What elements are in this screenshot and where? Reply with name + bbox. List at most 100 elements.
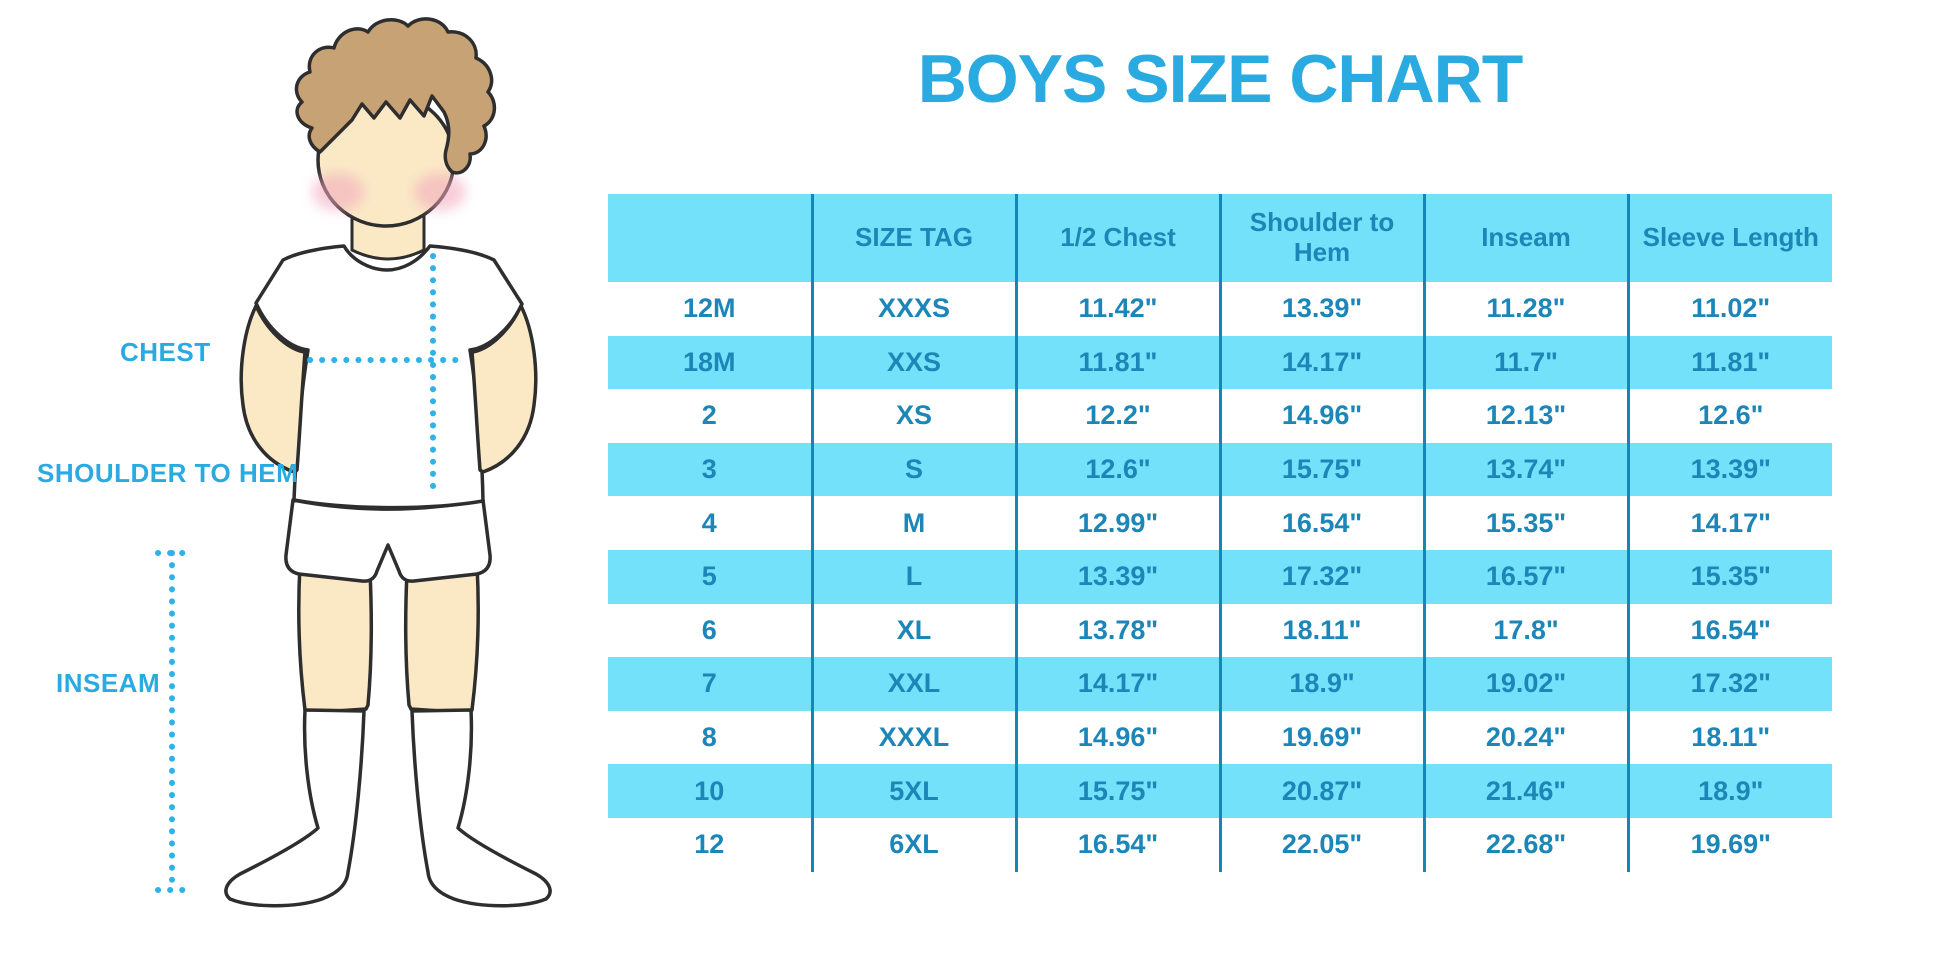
shoulder-to-hem-cell: 22.05" — [1218, 817, 1424, 872]
cheek-left — [312, 173, 364, 211]
half-chest-cell: 14.17" — [1014, 657, 1220, 711]
size-tag-cell: 6XL — [810, 817, 1016, 872]
size-tag-cell: XS — [810, 389, 1016, 443]
header-size-tag: SIZE TAG — [810, 194, 1016, 282]
size-cell: 12 — [608, 817, 812, 872]
header-half-chest: 1/2 Chest — [1014, 194, 1220, 282]
shoulder-to-hem-cell: 18.11" — [1218, 603, 1424, 658]
chest-label: CHEST — [120, 337, 211, 367]
shoulder-to-hem-cell: 19.69" — [1218, 710, 1424, 765]
table-row: 12M XXXS 11.42" 13.39" 11.28" 11.02" — [608, 282, 1832, 336]
arm-right — [470, 304, 538, 474]
size-cell: 4 — [608, 496, 812, 550]
shoulder-to-hem-cell: 16.54" — [1218, 496, 1424, 550]
inseam-label: INSEAM — [56, 668, 161, 698]
inseam-cell: 19.02" — [1422, 657, 1628, 711]
table-header: SIZE TAG 1/2 Chest Shoulder to Hem Insea… — [608, 194, 1832, 282]
shoulder-to-hem-cell: 14.96" — [1218, 389, 1424, 443]
size-tag-cell: L — [810, 549, 1016, 604]
size-cell: 5 — [608, 549, 812, 604]
shoulder-to-hem-cell: 18.9" — [1218, 657, 1424, 711]
half-chest-cell: 16.54" — [1014, 817, 1220, 872]
arm-left — [239, 304, 307, 474]
leg-right — [403, 563, 480, 715]
size-tag-cell: S — [810, 442, 1016, 497]
half-chest-cell: 12.6" — [1014, 442, 1220, 497]
sleeve-length-cell: 18.11" — [1626, 710, 1832, 765]
header-row: SIZE TAG 1/2 Chest Shoulder to Hem Insea… — [608, 194, 1832, 282]
shorts-shape — [284, 498, 492, 583]
size-cell: 3 — [608, 442, 812, 497]
half-chest-cell: 13.39" — [1014, 549, 1220, 604]
size-tag-cell: 5XL — [810, 764, 1016, 818]
table-row: 8 XXXL 14.96" 19.69" 20.24" 18.11" — [608, 710, 1832, 765]
sleeve-length-cell: 11.81" — [1626, 335, 1832, 390]
size-cell: 6 — [608, 603, 812, 658]
size-tag-cell: XL — [810, 603, 1016, 658]
size-cell: 7 — [608, 657, 812, 711]
sleeve-length-cell: 17.32" — [1626, 657, 1832, 711]
inseam-cell: 17.8" — [1422, 603, 1628, 658]
half-chest-cell: 11.81" — [1014, 335, 1220, 390]
inseam-cell: 16.57" — [1422, 549, 1628, 604]
table-row: 18M XXS 11.81" 14.17" 11.7" 11.81" — [608, 335, 1832, 390]
sleeve-length-cell: 12.6" — [1626, 389, 1832, 443]
sock-right — [410, 708, 552, 908]
half-chest-cell: 12.99" — [1014, 496, 1220, 550]
header-inseam: Inseam — [1422, 194, 1628, 282]
table-row: 12 6XL 16.54" 22.05" 22.68" 19.69" — [608, 817, 1832, 872]
size-tag-cell: XXS — [810, 335, 1016, 390]
sock-left — [224, 708, 366, 908]
inseam-cell: 12.13" — [1422, 389, 1628, 443]
header-sleeve-length: Sleeve Length — [1626, 194, 1832, 282]
size-cell: 18M — [608, 335, 812, 390]
inseam-cell: 15.35" — [1422, 496, 1628, 550]
shoulder-to-hem-cell: 15.75" — [1218, 442, 1424, 497]
shoulder-to-hem-cell: 13.39" — [1218, 282, 1424, 336]
sleeve-length-cell: 18.9" — [1626, 764, 1832, 818]
size-cell: 12M — [608, 282, 812, 336]
size-cell: 10 — [608, 764, 812, 818]
size-chart-table: SIZE TAG 1/2 Chest Shoulder to Hem Insea… — [608, 194, 1832, 872]
sleeve-length-cell: 13.39" — [1626, 442, 1832, 497]
size-tag-cell: XXXL — [810, 710, 1016, 765]
size-cell: 2 — [608, 389, 812, 443]
table-row: 2 XS 12.2" 14.96" 12.13" 12.6" — [608, 389, 1832, 443]
shirt-shape — [254, 244, 524, 510]
shoulder-to-hem-cell: 17.32" — [1218, 549, 1424, 604]
inseam-cell: 11.28" — [1422, 282, 1628, 336]
size-tag-cell: XXXS — [810, 282, 1016, 336]
half-chest-cell: 14.96" — [1014, 710, 1220, 765]
inseam-cell: 20.24" — [1422, 710, 1628, 765]
table-row: 7 XXL 14.17" 18.9" 19.02" 17.32" — [608, 657, 1832, 711]
header-shoulder-to-hem: Shoulder to Hem — [1218, 194, 1424, 282]
shoulder-to-hem-cell: 20.87" — [1218, 764, 1424, 818]
boy-measurement-figure — [155, 17, 552, 908]
half-chest-cell: 12.2" — [1014, 389, 1220, 443]
inseam-cell: 22.68" — [1422, 817, 1628, 872]
cheek-right — [414, 173, 466, 211]
inseam-cell: 13.74" — [1422, 442, 1628, 497]
inseam-cell: 11.7" — [1422, 335, 1628, 390]
page-title: BOYS SIZE CHART — [917, 41, 1524, 117]
half-chest-cell: 15.75" — [1014, 764, 1220, 818]
half-chest-cell: 11.42" — [1014, 282, 1220, 336]
size-tag-cell: XXL — [810, 657, 1016, 711]
sleeve-length-cell: 14.17" — [1626, 496, 1832, 550]
hair-shape — [294, 17, 497, 175]
half-chest-cell: 13.78" — [1014, 603, 1220, 658]
shoulder-to-hem-label: SHOULDER TO HEM — [37, 458, 299, 488]
size-cell: 8 — [608, 710, 812, 765]
leg-left — [297, 563, 374, 715]
table-row: 6 XL 13.78" 18.11" 17.8" 16.54" — [608, 603, 1832, 658]
sleeve-length-cell: 15.35" — [1626, 549, 1832, 604]
sleeve-length-cell: 11.02" — [1626, 282, 1832, 336]
sleeve-length-cell: 16.54" — [1626, 603, 1832, 658]
table-row: 10 5XL 15.75" 20.87" 21.46" 18.9" — [608, 764, 1832, 818]
table-row: 3 S 12.6" 15.75" 13.74" 13.39" — [608, 442, 1832, 497]
header-size — [608, 194, 812, 282]
sleeve-length-cell: 19.69" — [1626, 817, 1832, 872]
table-body: 12M XXXS 11.42" 13.39" 11.28" 11.02" 18M… — [608, 282, 1832, 872]
inseam-cell: 21.46" — [1422, 764, 1628, 818]
